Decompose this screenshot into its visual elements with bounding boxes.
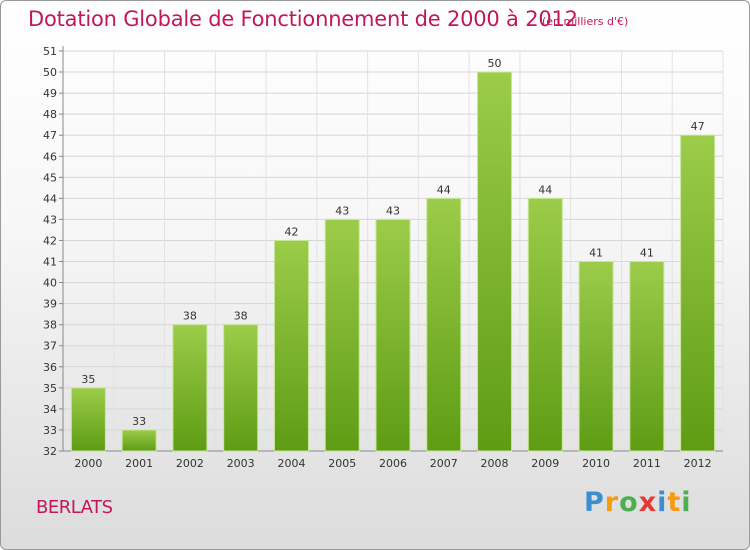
logo-letter: P [584, 487, 605, 518]
x-tick-label: 2012 [684, 457, 712, 470]
logo-letter: i [657, 487, 668, 518]
x-tick-label: 2000 [74, 457, 102, 470]
x-tick-label: 2006 [379, 457, 407, 470]
y-tick-label: 48 [43, 108, 57, 121]
chart-subtitle: (en milliers d'€) [542, 15, 629, 28]
y-tick-label: 37 [43, 340, 57, 353]
y-tick-label: 32 [43, 445, 57, 458]
data-label: 41 [589, 247, 603, 260]
x-tick-label: 2010 [582, 457, 610, 470]
bar[interactable] [527, 197, 563, 452]
data-label: 44 [437, 183, 451, 196]
bar[interactable] [70, 387, 106, 452]
x-tick-label: 2002 [176, 457, 204, 470]
data-label: 33 [132, 415, 146, 428]
bar[interactable] [273, 239, 309, 452]
y-tick-label: 46 [43, 150, 57, 163]
data-label: 41 [640, 247, 654, 260]
y-tick-label: 38 [43, 319, 57, 332]
x-tick-label: 2011 [633, 457, 661, 470]
logo-letter: i [681, 487, 692, 518]
y-tick-label: 45 [43, 171, 57, 184]
y-tick-label: 36 [43, 361, 57, 374]
data-label: 35 [81, 373, 95, 386]
data-labels: 35 33 38 38 42 43 43 44 50 44 41 41 47 [81, 57, 704, 428]
data-label: 38 [183, 310, 197, 323]
bar[interactable] [375, 218, 411, 452]
bar[interactable] [223, 324, 259, 452]
x-tick-label: 2009 [531, 457, 559, 470]
bar[interactable] [578, 261, 614, 452]
x-tick-label: 2003 [227, 457, 255, 470]
logo-letter: t [667, 487, 682, 518]
bar-chart: 32 33 34 35 36 37 38 39 40 41 42 43 44 45 46 47 48 49 50 51… [43, 45, 724, 470]
logo-letter: x [638, 487, 658, 518]
y-tick-label: 49 [43, 87, 57, 100]
data-label: 50 [488, 57, 502, 70]
y-tick-label: 41 [43, 256, 57, 269]
y-tick-label: 35 [43, 382, 57, 395]
x-tick-label: 2008 [481, 457, 509, 470]
y-tick-label: 40 [43, 277, 57, 290]
data-label: 47 [691, 120, 705, 133]
bar[interactable] [680, 134, 716, 452]
bar[interactable] [426, 197, 462, 452]
y-tick-label: 33 [43, 424, 57, 437]
data-label: 43 [335, 204, 349, 217]
bar[interactable] [477, 71, 513, 452]
bar[interactable] [629, 261, 665, 452]
bar[interactable] [172, 324, 208, 452]
data-label: 43 [386, 204, 400, 217]
commune-name: BERLATS [36, 497, 113, 518]
x-tick-label: 2001 [125, 457, 153, 470]
y-tick-label: 44 [43, 192, 57, 205]
y-tick-label: 50 [43, 66, 57, 79]
y-tick-label: 47 [43, 129, 57, 142]
y-tick-label: 51 [43, 45, 57, 58]
x-tick-label: 2007 [430, 457, 458, 470]
y-tick-label: 39 [43, 298, 57, 311]
y-tick-label: 34 [43, 403, 57, 416]
proxiti-logo[interactable]: Proxiti [584, 487, 692, 518]
data-label: 44 [538, 183, 552, 196]
bars [70, 71, 716, 452]
y-tick-label: 42 [43, 234, 57, 247]
x-tick-label: 2004 [277, 457, 305, 470]
data-label: 42 [284, 225, 298, 238]
x-tick-label: 2005 [328, 457, 356, 470]
logo-letter: o [619, 487, 639, 518]
chart-title: Dotation Globale de Fonctionnement de 20… [28, 7, 578, 31]
y-tick-label: 43 [43, 213, 57, 226]
bar[interactable] [324, 218, 360, 452]
logo-letter: r [604, 487, 620, 518]
bar[interactable] [121, 429, 157, 452]
data-label: 38 [234, 310, 248, 323]
